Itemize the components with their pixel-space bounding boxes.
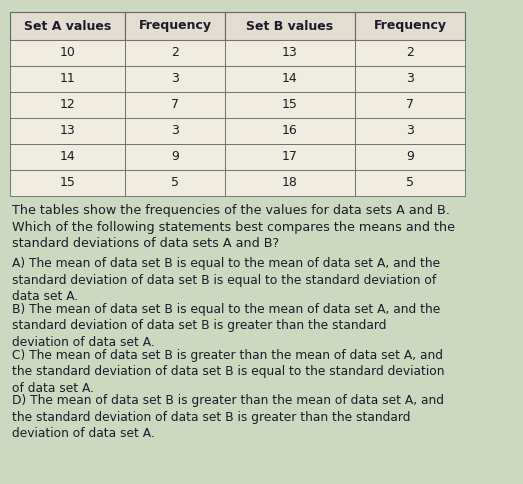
Bar bbox=[125, 12, 225, 40]
Bar bbox=[225, 144, 355, 170]
Bar bbox=[225, 118, 355, 144]
Text: Frequency: Frequency bbox=[373, 19, 447, 32]
Bar bbox=[125, 118, 225, 144]
Bar bbox=[355, 66, 465, 92]
Text: A) The mean of data set B is equal to the mean of data set A, and the
standard d: A) The mean of data set B is equal to th… bbox=[12, 257, 440, 303]
Text: 3: 3 bbox=[406, 73, 414, 86]
Text: 2: 2 bbox=[406, 46, 414, 60]
Bar bbox=[355, 12, 465, 40]
Bar bbox=[225, 66, 355, 92]
Text: 15: 15 bbox=[60, 177, 75, 190]
Text: 14: 14 bbox=[60, 151, 75, 164]
Bar bbox=[10, 92, 125, 118]
Text: 14: 14 bbox=[282, 73, 298, 86]
Text: C) The mean of data set B is greater than the mean of data set A, and
the standa: C) The mean of data set B is greater tha… bbox=[12, 348, 445, 394]
Text: Set A values: Set A values bbox=[24, 19, 111, 32]
Text: 3: 3 bbox=[171, 124, 179, 137]
Bar bbox=[10, 12, 125, 40]
Bar bbox=[10, 66, 125, 92]
Text: 18: 18 bbox=[282, 177, 298, 190]
Bar bbox=[225, 92, 355, 118]
Bar bbox=[355, 118, 465, 144]
Text: Frequency: Frequency bbox=[139, 19, 211, 32]
Bar bbox=[10, 118, 125, 144]
Bar bbox=[10, 40, 125, 66]
Text: 3: 3 bbox=[406, 124, 414, 137]
Text: B) The mean of data set B is equal to the mean of data set A, and the
standard d: B) The mean of data set B is equal to th… bbox=[12, 303, 440, 349]
Bar bbox=[10, 144, 125, 170]
Bar bbox=[355, 40, 465, 66]
Text: Set B values: Set B values bbox=[246, 19, 334, 32]
Bar bbox=[225, 40, 355, 66]
Bar bbox=[225, 170, 355, 196]
Text: The tables show the frequencies of the values for data sets A and B.
Which of th: The tables show the frequencies of the v… bbox=[12, 204, 455, 250]
Bar bbox=[355, 92, 465, 118]
Text: 7: 7 bbox=[406, 99, 414, 111]
Text: 12: 12 bbox=[60, 99, 75, 111]
Text: 16: 16 bbox=[282, 124, 298, 137]
Text: 13: 13 bbox=[282, 46, 298, 60]
Text: D) The mean of data set B is greater than the mean of data set A, and
the standa: D) The mean of data set B is greater tha… bbox=[12, 394, 444, 440]
Text: 15: 15 bbox=[282, 99, 298, 111]
Bar bbox=[125, 40, 225, 66]
Text: 5: 5 bbox=[171, 177, 179, 190]
Text: 10: 10 bbox=[60, 46, 75, 60]
Bar bbox=[225, 12, 355, 40]
Text: 11: 11 bbox=[60, 73, 75, 86]
Text: 2: 2 bbox=[171, 46, 179, 60]
Bar bbox=[10, 170, 125, 196]
Bar bbox=[355, 170, 465, 196]
Text: 17: 17 bbox=[282, 151, 298, 164]
Bar bbox=[355, 144, 465, 170]
Text: 7: 7 bbox=[171, 99, 179, 111]
Text: 13: 13 bbox=[60, 124, 75, 137]
Bar bbox=[125, 144, 225, 170]
Bar bbox=[125, 170, 225, 196]
Text: 5: 5 bbox=[406, 177, 414, 190]
Text: 3: 3 bbox=[171, 73, 179, 86]
Bar bbox=[125, 66, 225, 92]
Text: 9: 9 bbox=[406, 151, 414, 164]
Bar bbox=[125, 92, 225, 118]
Text: 9: 9 bbox=[171, 151, 179, 164]
